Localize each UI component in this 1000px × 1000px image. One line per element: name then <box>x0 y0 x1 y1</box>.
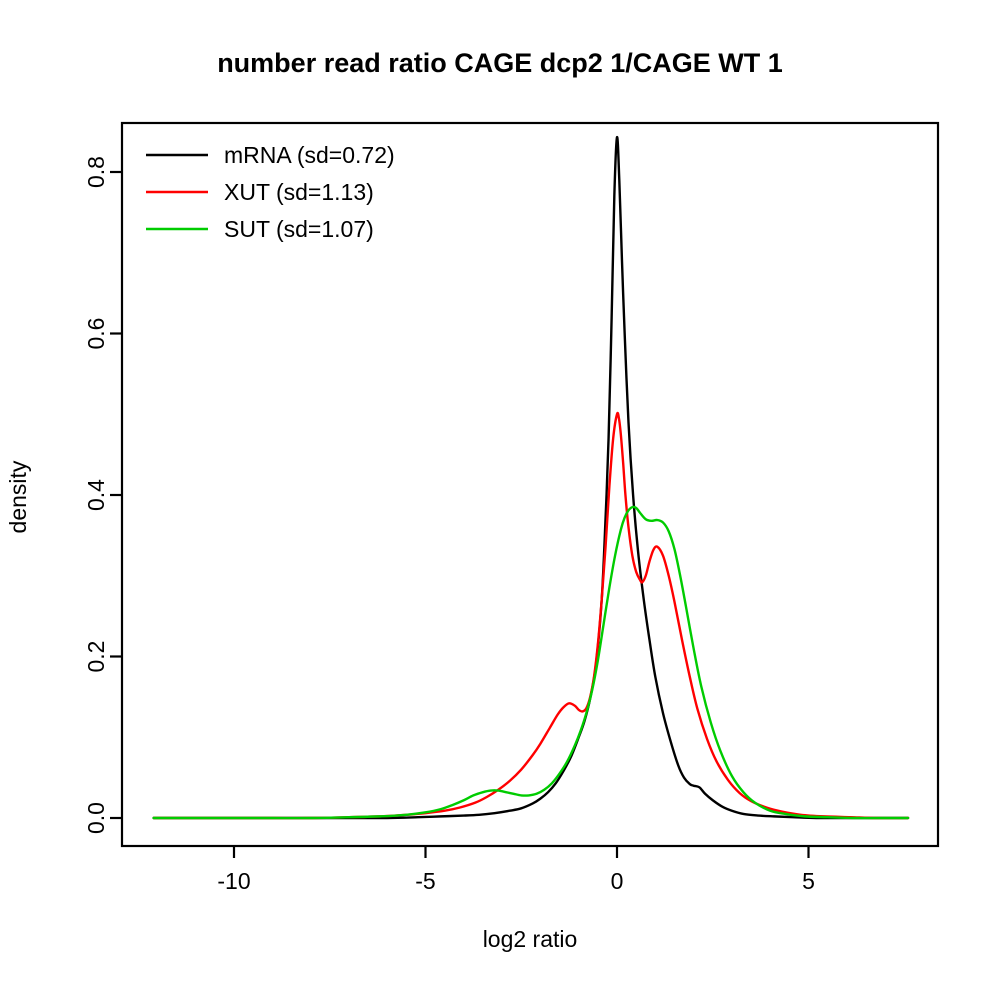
x-tick-label: -10 <box>217 868 250 894</box>
y-tick-label: 0.6 <box>83 318 109 350</box>
y-axis: 0.0 0.2 0.4 0.6 0.8 <box>83 156 122 834</box>
plot-border <box>120 121 940 848</box>
legend-label-1: XUT (sd=1.13) <box>224 179 374 205</box>
y-axis-label: density <box>5 460 31 533</box>
legend: mRNA (sd=0.72) XUT (sd=1.13) SUT (sd=1.07) <box>146 142 395 242</box>
x-axis: -10 -5 0 5 <box>217 846 815 894</box>
x-tick-label: -5 <box>415 868 435 894</box>
series-line-sut <box>152 505 910 820</box>
legend-label-2: SUT (sd=1.07) <box>224 216 374 242</box>
legend-label-0: mRNA (sd=0.72) <box>224 142 395 168</box>
y-tick-label: 0.0 <box>83 802 109 834</box>
page-title: number read ratio CAGE dcp2 1/CAGE WT 1 <box>217 48 783 78</box>
x-tick-label: 0 <box>611 868 624 894</box>
y-tick-label: 0.2 <box>83 641 109 673</box>
y-tick-label: 0.4 <box>83 479 109 511</box>
series-line-mrna <box>152 136 910 820</box>
series-line-xut <box>152 411 910 820</box>
plot-frame <box>120 121 940 848</box>
y-tick-label: 0.8 <box>83 156 109 188</box>
data-series-group <box>152 136 910 820</box>
x-axis-label: log2 ratio <box>483 926 578 952</box>
x-tick-label: 5 <box>802 868 815 894</box>
